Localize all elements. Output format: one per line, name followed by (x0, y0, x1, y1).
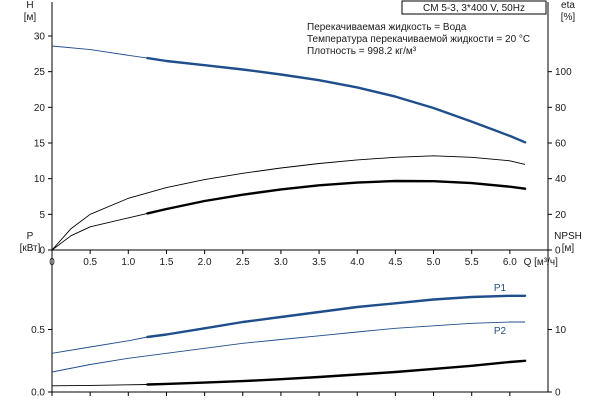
y-left-tick-label: 10 (34, 174, 46, 185)
y-right-tick-label: 40 (555, 174, 567, 185)
info-line: Температура перекачиваемой жидкости = 20… (307, 34, 530, 45)
y-left-tick-label: 5 (39, 210, 45, 221)
series-0-operating-line (146, 56, 527, 144)
x-tick-label: 1.0 (121, 257, 135, 268)
y-left-tick-label: 15 (34, 139, 46, 150)
y-left-axis-unit: [м] (24, 12, 37, 23)
y-right-tick-label: 0 (555, 388, 561, 399)
y-right-tick-label: 60 (555, 139, 567, 150)
y-left-tick-label: 25 (34, 67, 46, 78)
y-right-tick-label: 100 (555, 67, 572, 78)
y-left-tick-label: 0 (39, 246, 45, 257)
x-tick-label: 2.5 (236, 257, 250, 268)
x-tick-label: 0.5 (83, 257, 97, 268)
y-right-axis-label: NPSH (554, 231, 582, 242)
series-2-operating-line (146, 359, 527, 386)
series-P1-extended-line (51, 336, 148, 354)
y-left-axis-label: H (26, 0, 33, 11)
y-left-axis-unit: [кВт] (20, 243, 41, 254)
series-2-operating-line (146, 179, 527, 215)
power-npsh-panel: 0.0 0.5 0 10 P[кВт] NPSH[м] P1 P2 (20, 231, 582, 399)
series-2-extended-line (51, 384, 148, 387)
title-box (401, 0, 547, 15)
x-tick-label: 4.0 (350, 257, 364, 268)
y-left-axis-label: P (27, 231, 34, 242)
y-left-tick-label: 30 (34, 32, 46, 43)
y-right-tick-label: 80 (555, 103, 567, 114)
x-axis-label: Q [м³/ч] (524, 257, 559, 268)
series-label: P2 (494, 326, 507, 337)
y-right-tick-label: 10 (555, 325, 567, 336)
y-right-tick-label: 0 (555, 246, 561, 257)
series-P1-operating-line (146, 294, 527, 339)
y-right-axis-unit: [м] (562, 243, 575, 254)
series-0-extended-line (51, 45, 148, 59)
x-tick-label: 5.5 (465, 257, 479, 268)
series-label: P1 (494, 283, 507, 294)
x-tick-label: 2.0 (198, 257, 212, 268)
x-tick-label: 1.5 (160, 257, 174, 268)
x-tick-label: 3.5 (312, 257, 326, 268)
x-tick-label: 4.5 (388, 257, 402, 268)
series-P2-extended-line (51, 321, 526, 373)
head-efficiency-panel: 05101520253002040608010000.51.01.52.02.5… (24, 0, 576, 268)
y-left-tick-label: 0.5 (31, 325, 45, 336)
x-tick-label: 6.0 (503, 257, 517, 268)
chart-title: CM 5-3, 3*400 V, 50Hz (423, 3, 525, 14)
y-right-tick-label: 20 (555, 210, 567, 221)
info-line: Плотность = 998.2 кг/м³ (307, 46, 417, 57)
x-tick-label: 3.0 (274, 257, 288, 268)
series-1-extended-line (51, 155, 526, 251)
x-tick-label: 5.0 (427, 257, 441, 268)
y-right-axis-unit: [%] (561, 12, 576, 23)
y-right-axis-label: eta (561, 0, 575, 11)
y-left-tick-label: 0.0 (31, 388, 45, 399)
series-2-extended-line (51, 212, 148, 251)
y-left-tick-label: 20 (34, 103, 46, 114)
info-line: Перекачиваемая жидкость = Вода (307, 22, 467, 33)
